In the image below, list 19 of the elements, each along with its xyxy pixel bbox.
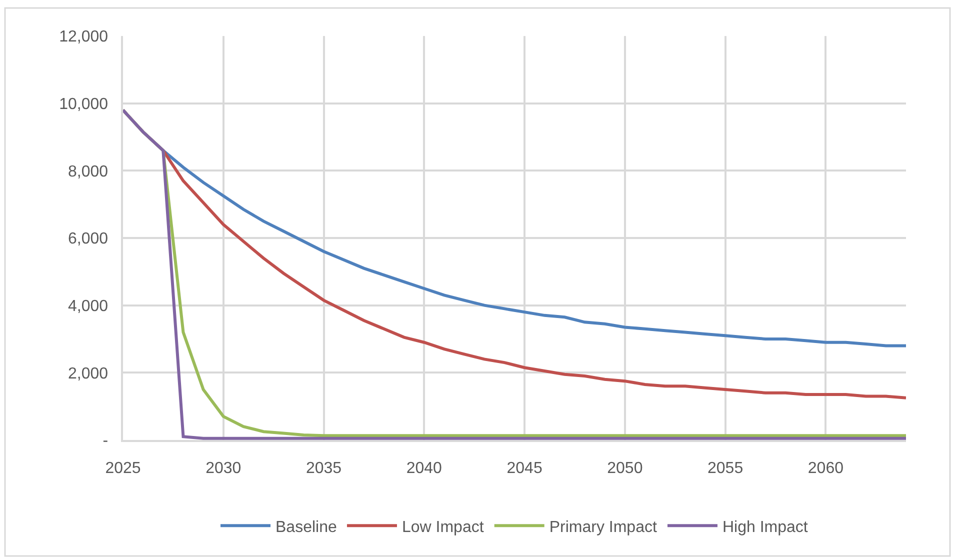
x-tick-label: 2035 — [306, 460, 342, 477]
x-tick-label: 2060 — [808, 460, 844, 477]
x-tick-label: 2040 — [406, 460, 442, 477]
legend-label: High Impact — [722, 518, 808, 536]
y-tick-label: - — [102, 432, 108, 450]
y-tick-label: 12,000 — [59, 28, 108, 46]
legend-label: Primary Impact — [549, 518, 658, 536]
y-tick-label: 4,000 — [68, 298, 108, 315]
legend-label: Low Impact — [402, 518, 484, 536]
x-tick-label: 2030 — [206, 460, 242, 477]
y-tick-label: 6,000 — [68, 230, 108, 248]
x-tick-label: 2050 — [607, 460, 643, 477]
legend-label: Baseline — [276, 518, 337, 536]
x-tick-label: 2045 — [506, 460, 542, 477]
x-tick-label: 2055 — [708, 460, 744, 477]
y-tick-label: 10,000 — [59, 96, 108, 113]
y-tick-label: 8,000 — [68, 163, 108, 180]
x-tick-label: 2025 — [105, 460, 141, 477]
y-tick-label: 2,000 — [68, 365, 108, 382]
